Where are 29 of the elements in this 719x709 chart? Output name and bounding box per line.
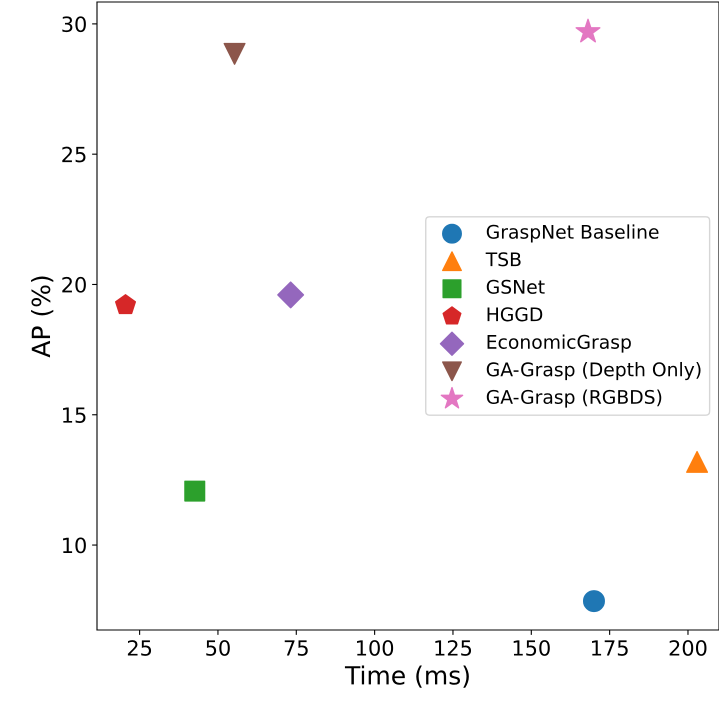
legend-label: EconomicGrasp	[488, 334, 631, 353]
x-tick-label: 50	[206, 640, 230, 656]
x-tick-label: 100	[357, 640, 394, 656]
x-axis-title: Time (ms)	[344, 665, 469, 688]
x-tick-label: 150	[514, 640, 550, 656]
legend-label: GraspNet Baseline	[486, 224, 659, 243]
y-tick-label: 15	[63, 407, 86, 423]
legend-label: GA-Grasp (RGBDS)	[486, 390, 662, 408]
x-tick-label: 125	[435, 640, 472, 656]
point	[277, 281, 304, 308]
y-tick-label: 30	[62, 16, 86, 32]
point	[686, 450, 708, 473]
legend-label: TSB	[486, 252, 521, 266]
point	[582, 590, 605, 612]
y-axis-title: AP (%)	[31, 276, 54, 358]
legend-label: GA-Grasp (Depth Only)	[486, 362, 701, 380]
x-tick-label: 175	[592, 640, 628, 656]
point	[184, 480, 206, 502]
y-tick-label: 25	[62, 146, 86, 162]
y-tick-label: 10	[63, 538, 86, 554]
point	[224, 42, 246, 65]
x-tick-label: 25	[128, 640, 152, 656]
legend-label: GSNet	[486, 280, 545, 294]
legend-label: HGGD	[488, 307, 542, 322]
point	[115, 294, 136, 314]
x-tick-label: 200	[670, 640, 706, 656]
x-tick-label: 75	[284, 640, 308, 656]
point	[576, 18, 601, 42]
y-tick-label: 20	[62, 276, 86, 293]
